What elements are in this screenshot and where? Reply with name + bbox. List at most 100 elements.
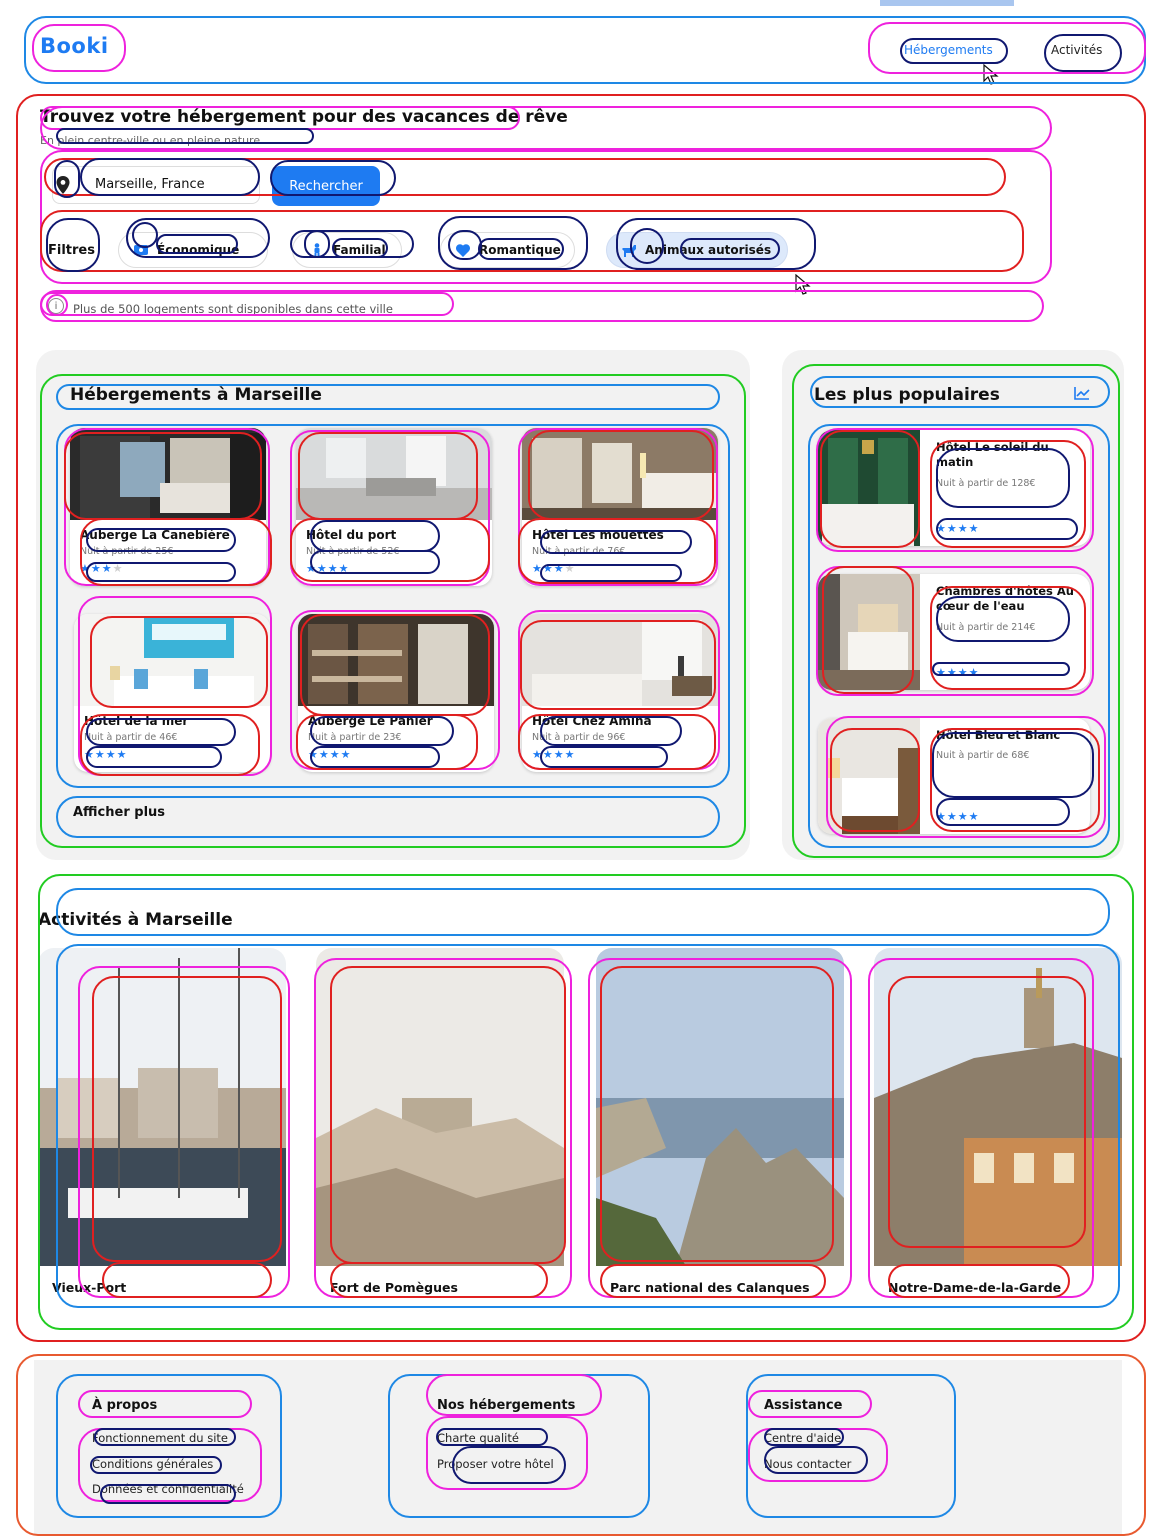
search-value[interactable]: Marseille, France xyxy=(95,177,205,192)
card-rating: ★★★★ xyxy=(532,748,576,761)
card-price: Nuit à partir de 46€ xyxy=(84,732,178,743)
accommodation-card[interactable]: Auberge Le Panier Nuit à partir de 23€ ★… xyxy=(298,614,494,772)
search-button[interactable]: Rechercher xyxy=(272,166,380,206)
vieux-port-photo xyxy=(38,948,286,1266)
nav-activites[interactable]: Activités xyxy=(1051,43,1103,57)
accommodations-panel xyxy=(36,350,750,860)
filter-chip-economique[interactable]: Économique xyxy=(118,232,268,268)
accommodation-card[interactable]: Hôtel Les mouettes Nuit à partir de 76€ … xyxy=(522,428,718,586)
accommodation-card[interactable]: Hôtel de la mer Nuit à partir de 46€ ★★★… xyxy=(74,614,270,772)
page-title: Trouvez votre hébergement pour des vacan… xyxy=(40,107,568,127)
accommodation-card[interactable]: Hôtel Chez Amina Nuit à partir de 96€ ★★… xyxy=(522,614,718,772)
activity-card[interactable]: Parc national des Calanques xyxy=(596,948,844,1298)
info-text: Plus de 500 logements sont disponibles d… xyxy=(73,302,393,316)
card-rating: ★★★★ xyxy=(308,748,352,761)
card-price: Nuit à partir de 23€ xyxy=(308,732,402,743)
activity-title: Parc national des Calanques xyxy=(610,1280,810,1295)
hotel-room-photo xyxy=(296,428,492,520)
accommodations-title: Hébergements à Marseille xyxy=(70,385,322,405)
filter-chip-label: Romantique xyxy=(479,243,561,257)
fort-pomegues-photo xyxy=(316,948,564,1266)
filter-chip-label: Familial xyxy=(333,243,386,257)
footer-link[interactable]: Centre d'aide xyxy=(764,1431,842,1445)
activity-title: Fort de Pomègues xyxy=(330,1280,458,1295)
footer-link[interactable]: Conditions générales xyxy=(92,1457,214,1471)
footer-link[interactable]: Données et confidentialité xyxy=(92,1482,244,1496)
hotel-room-photo xyxy=(522,614,718,706)
nav-hebergements[interactable]: Hébergements xyxy=(904,43,993,57)
accommodation-card[interactable]: Hôtel du port Nuit à partir de 52€ ★★★★ xyxy=(296,428,492,586)
hotel-room-photo xyxy=(70,428,266,520)
card-price: Nuit à partir de 128€ xyxy=(936,478,1036,489)
card-title: Auberge Le Panier xyxy=(308,714,433,728)
activity-card[interactable]: Vieux-Port xyxy=(38,948,286,1298)
mouse-cursor-icon xyxy=(795,274,811,295)
location-pin-icon xyxy=(56,176,70,194)
mouse-cursor-icon xyxy=(983,64,999,85)
card-title: Auberge La Canebière xyxy=(80,528,230,542)
money-icon xyxy=(133,242,149,258)
child-icon xyxy=(309,242,325,258)
card-rating: ★★★★ xyxy=(80,562,124,575)
card-rating: ★★★★ xyxy=(306,562,350,575)
accommodation-card[interactable]: Auberge La Canebière Nuit à partir de 25… xyxy=(70,428,266,586)
calanques-photo xyxy=(596,948,844,1266)
filter-chip-familial[interactable]: Familial xyxy=(292,232,402,268)
card-rating: ★★★★ xyxy=(936,666,980,679)
footer-heading-accommodations: Nos hébergements xyxy=(437,1398,576,1413)
card-price: Nuit à partir de 76€ xyxy=(532,546,626,557)
footer xyxy=(34,1360,1122,1534)
card-rating: ★★★★ xyxy=(936,522,980,535)
card-price: Nuit à partir de 96€ xyxy=(532,732,626,743)
footer-link[interactable]: Charte qualité xyxy=(437,1431,519,1445)
card-rating: ★★★★ xyxy=(532,562,576,575)
popular-card[interactable]: Chambres d'hôtes Au cœur de l'eau Nuit à… xyxy=(818,574,1090,690)
hotel-room-photo xyxy=(522,428,718,520)
card-price: Nuit à partir de 25€ xyxy=(80,546,174,557)
card-title: Hôtel Le soleil du matin xyxy=(936,440,1049,469)
card-rating: ★★★★ xyxy=(84,748,128,761)
chart-icon xyxy=(1074,387,1090,400)
popular-card[interactable]: Hôtel Le soleil du matin Nuit à partir d… xyxy=(818,430,1090,546)
card-price: Nuit à partir de 214€ xyxy=(936,622,1036,633)
hotel-room-photo xyxy=(818,718,920,834)
heart-icon xyxy=(455,242,471,258)
popular-card[interactable]: Hôtel Bleu et Blanc Nuit à partir de 68€… xyxy=(818,718,1090,834)
filters-label: Filtres xyxy=(48,243,95,258)
page-subtitle: En plein centre-ville ou en pleine natur… xyxy=(40,134,261,147)
card-title: Hôtel de la mer xyxy=(84,714,189,728)
footer-link[interactable]: Nous contacter xyxy=(764,1457,852,1471)
show-more-button[interactable]: Afficher plus xyxy=(73,805,166,820)
hotel-room-photo xyxy=(818,574,920,690)
info-icon: i xyxy=(48,298,64,314)
filter-chip-label: Économique xyxy=(157,243,240,257)
footer-link[interactable]: Fonctionnement du site xyxy=(92,1431,228,1445)
footer-heading-about: À propos xyxy=(92,1398,158,1413)
footer-link[interactable]: Proposer votre hôtel xyxy=(437,1457,554,1471)
logo[interactable]: Booki xyxy=(40,34,109,58)
filter-chip-romantique[interactable]: Romantique xyxy=(440,232,575,268)
browser-tab-indicator xyxy=(880,0,1014,6)
card-price: Nuit à partir de 68€ xyxy=(936,750,1030,761)
hotel-room-photo xyxy=(818,430,920,546)
notre-dame-photo xyxy=(874,948,1122,1266)
activity-card[interactable]: Notre-Dame-de-la-Garde xyxy=(874,948,1122,1298)
card-title: Hôtel Chez Amina xyxy=(532,714,652,728)
activity-card[interactable]: Fort de Pomègues xyxy=(316,948,564,1298)
hotel-room-photo xyxy=(298,614,494,706)
hotel-room-photo xyxy=(74,614,270,706)
card-title: Hôtel du port xyxy=(306,528,397,542)
popular-title: Les plus populaires xyxy=(814,385,1000,405)
search-input[interactable] xyxy=(52,166,260,204)
filter-chip-animaux[interactable]: Animaux autorisés xyxy=(606,232,788,268)
dog-icon xyxy=(621,242,637,258)
card-title: Hôtel Les mouettes xyxy=(532,528,664,542)
filter-chip-label: Animaux autorisés xyxy=(645,243,772,257)
card-price: Nuit à partir de 52€ xyxy=(306,546,400,557)
footer-heading-assistance: Assistance xyxy=(764,1398,843,1413)
activity-title: Notre-Dame-de-la-Garde xyxy=(888,1280,1062,1295)
activity-title: Vieux-Port xyxy=(52,1280,127,1295)
card-rating: ★★★★ xyxy=(936,810,980,823)
card-title: Hôtel Bleu et Blanc xyxy=(936,728,1061,742)
activities-title: Activités à Marseille xyxy=(38,910,233,930)
